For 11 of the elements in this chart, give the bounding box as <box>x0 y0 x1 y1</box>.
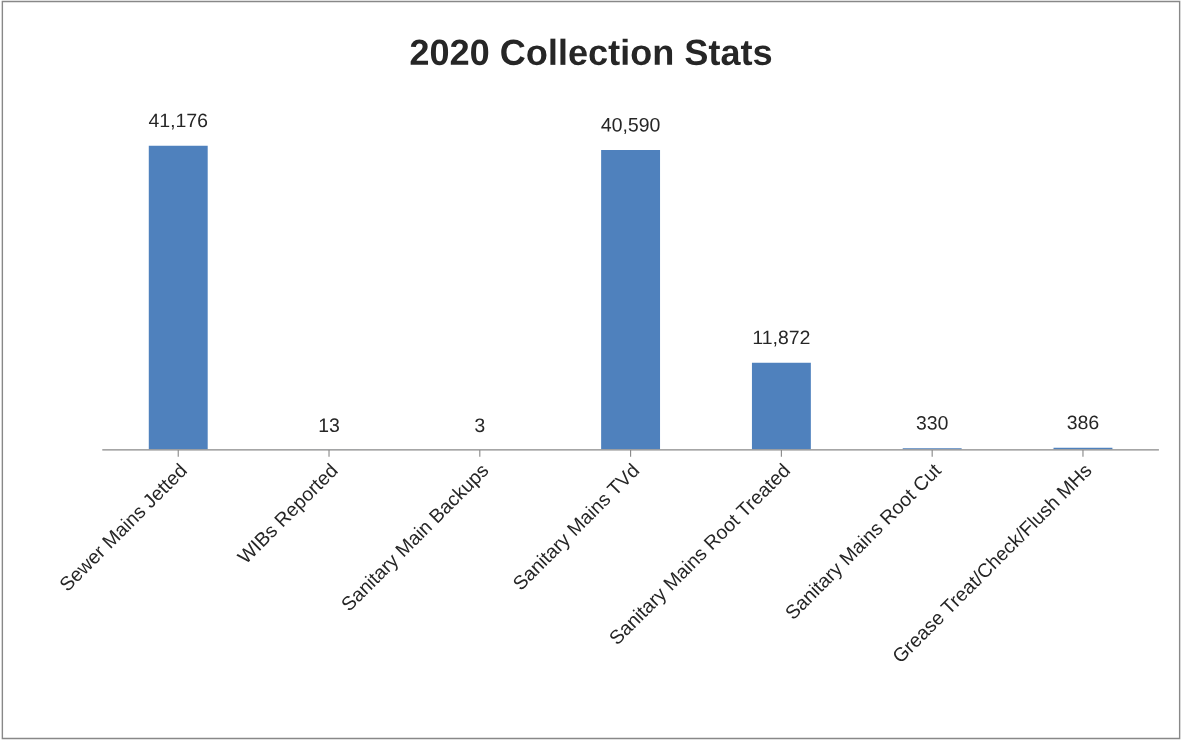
data-label: 11,872 <box>753 330 810 347</box>
bar <box>147 145 210 450</box>
data-label: 13 <box>319 418 339 433</box>
bar <box>599 148 662 450</box>
data-label: 386 <box>1067 415 1099 430</box>
data-label: 40,590 <box>601 117 660 134</box>
data-label: 3 <box>475 418 485 433</box>
chart-title: 2020 Collection Stats <box>410 38 772 66</box>
data-label: 41,176 <box>148 113 208 130</box>
data-label: 330 <box>916 415 948 430</box>
bar <box>750 361 813 450</box>
